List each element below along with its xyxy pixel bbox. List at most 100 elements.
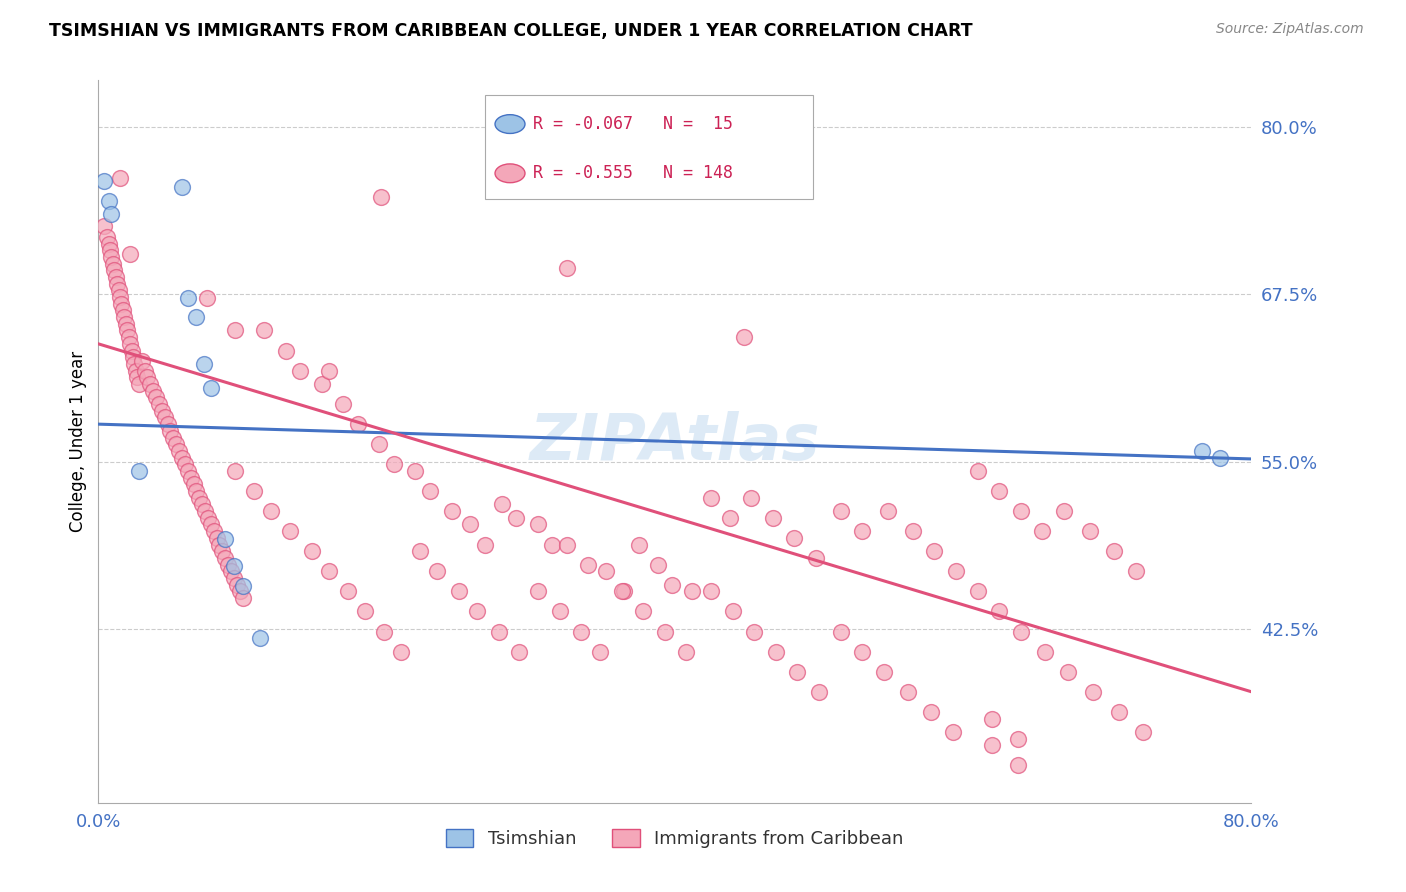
Point (945, 564, 967, 578)
Point (104, 269, 127, 284)
Point (136, 370, 159, 384)
Point (134, 364, 156, 378)
Point (278, 524, 301, 539)
Point (208, 537, 231, 551)
Point (488, 624, 510, 639)
Point (742, 624, 765, 639)
Point (177, 464, 200, 478)
Point (555, 537, 578, 551)
Point (569, 624, 592, 639)
Point (721, 605, 744, 619)
Point (197, 510, 219, 524)
Point (1057, 665, 1080, 679)
Point (100, 250, 122, 264)
Point (627, 537, 650, 551)
Point (318, 564, 340, 578)
Point (373, 624, 395, 639)
Point (165, 437, 187, 451)
Point (336, 584, 359, 599)
Text: ZIPAtlas: ZIPAtlas (530, 410, 820, 473)
Point (765, 644, 787, 658)
Point (195, 291, 218, 305)
Point (170, 180, 193, 194)
Point (290, 364, 312, 378)
Point (114, 317, 136, 331)
Point (249, 632, 271, 646)
Point (389, 644, 412, 658)
Point (112, 310, 135, 325)
Point (675, 644, 697, 658)
Point (148, 397, 170, 411)
Point (120, 247, 142, 261)
Point (555, 260, 578, 275)
Point (1081, 685, 1104, 699)
Point (260, 504, 283, 518)
Point (851, 644, 873, 658)
Point (127, 370, 149, 384)
Point (647, 558, 669, 572)
Point (225, 578, 247, 592)
Point (200, 381, 222, 395)
Point (578, 558, 600, 572)
Point (107, 283, 129, 297)
Point (97, 236, 120, 251)
Point (382, 457, 405, 471)
Point (142, 384, 165, 398)
Point (458, 517, 481, 532)
Point (610, 584, 633, 599)
Point (156, 417, 179, 432)
Y-axis label: College, Under 1 year: College, Under 1 year (69, 351, 87, 533)
Point (159, 424, 181, 438)
Point (180, 470, 202, 484)
Point (790, 150, 813, 164)
Text: TSIMSHIAN VS IMMIGRANTS FROM CARIBBEAN COLLEGE, UNDER 1 YEAR CORRELATION CHART: TSIMSHIAN VS IMMIGRANTS FROM CARIBBEAN C… (49, 22, 973, 40)
Point (966, 464, 988, 478)
Point (150, 404, 173, 418)
Point (786, 665, 808, 679)
Point (153, 410, 176, 425)
Point (370, 190, 392, 204)
Point (186, 483, 208, 498)
Point (222, 571, 245, 585)
Point (966, 584, 988, 599)
Point (97, 194, 120, 208)
Point (873, 665, 896, 679)
Point (125, 364, 148, 378)
Point (170, 450, 193, 465)
Point (228, 584, 250, 599)
Point (110, 296, 132, 310)
Point (118, 330, 141, 344)
Point (188, 491, 211, 505)
Point (981, 712, 1004, 726)
Point (128, 376, 150, 391)
Point (117, 324, 139, 338)
Point (1191, 443, 1213, 458)
Point (740, 491, 762, 505)
Point (231, 579, 254, 593)
Point (474, 537, 496, 551)
Point (131, 354, 153, 368)
Point (654, 624, 676, 639)
Point (988, 605, 1011, 619)
Point (409, 544, 432, 558)
Point (783, 531, 806, 545)
Point (426, 564, 449, 578)
Point (93, 173, 115, 188)
Point (851, 524, 873, 539)
Point (183, 477, 205, 491)
Point (718, 510, 741, 524)
Point (1132, 724, 1154, 739)
Text: R = -0.067   N =  15: R = -0.067 N = 15 (533, 115, 733, 133)
Point (405, 464, 427, 478)
Point (1305, 731, 1327, 746)
Point (762, 510, 785, 524)
Point (243, 483, 266, 498)
Point (877, 504, 900, 518)
Point (661, 578, 683, 592)
Point (111, 303, 134, 318)
Point (681, 584, 703, 599)
Point (808, 685, 831, 699)
Circle shape (495, 164, 524, 183)
Point (589, 644, 612, 658)
Point (440, 504, 463, 518)
